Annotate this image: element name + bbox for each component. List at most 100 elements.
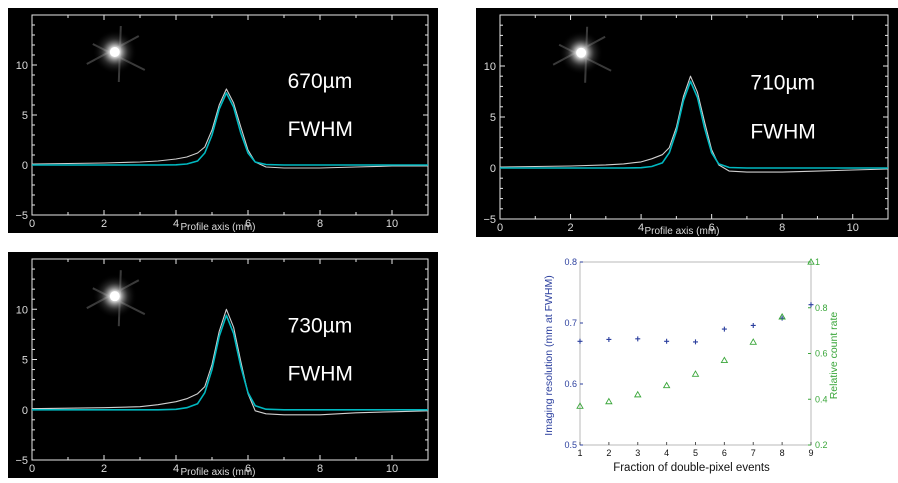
fwhm-value-label: 710µm (750, 71, 815, 94)
y2-tick-label: 0.6 (815, 349, 828, 359)
x-tick-label: 7 (751, 448, 756, 458)
y2-tick-label: 0.8 (815, 303, 828, 313)
fitted-gaussian-line (32, 92, 428, 166)
resolution-point (779, 315, 785, 321)
y-tick-label: 5 (22, 110, 28, 122)
plot-frame (31, 258, 429, 461)
count-rate-point (662, 381, 671, 389)
x-tick-label: 10 (847, 222, 859, 234)
y-tick-label: 0 (22, 160, 28, 172)
fwhm-value-label: 670µm (288, 70, 353, 93)
plot-frame (499, 14, 889, 220)
resolution-vs-double-pixel-chart: 1 2 3 4 5 6 7 8 9 0.5 0.6 0.7 0.8 0.2 0.4 0.6 0.8 1 Fracti… (538, 252, 898, 478)
tick-marks (31, 258, 429, 461)
x-tick-label: 6 (245, 463, 251, 475)
y-tick-label: −5 (15, 455, 28, 467)
plot-frame (579, 261, 812, 446)
y-tick-label: −5 (15, 210, 28, 222)
plot-frame (31, 14, 429, 216)
y-tick-label: 10 (16, 304, 28, 316)
resolution-point (750, 322, 756, 328)
y-tick-label: 0.7 (564, 318, 577, 328)
count-rate-point (576, 402, 584, 409)
resolution-point (693, 339, 698, 345)
y-tick-label: 10 (484, 61, 496, 73)
x-tick-label: 4 (638, 222, 644, 234)
y2-axis-title: Relative count rate (828, 312, 840, 400)
x-tick-label: 0 (497, 222, 503, 234)
y-tick-label: 5 (490, 112, 496, 124)
count-rate-point (691, 370, 700, 377)
scatter-plot-svg: 1 2 3 4 5 6 7 8 9 0.5 0.6 0.7 0.8 0.2 0.4 0.6 0.8 1 Fracti… (543, 257, 840, 474)
source-core (109, 291, 120, 302)
x-tick-label: 6 (245, 218, 251, 230)
resolution-point (635, 336, 641, 342)
x-tick-label: 1 (577, 448, 582, 458)
x-tick-label: 2 (101, 218, 107, 230)
resolution-point (577, 338, 583, 344)
x-axis-title: Profile axis (mm) (644, 226, 719, 237)
x-tick-label: 3 (635, 448, 640, 458)
resolution-point (606, 336, 612, 342)
x-tick-label: 4 (173, 218, 179, 230)
count-rate-point (720, 356, 729, 364)
x-tick-label: 10 (386, 463, 398, 475)
fitted-gaussian-line (32, 314, 428, 411)
point-source-image (552, 26, 612, 83)
measured-profile-line (499, 75, 889, 173)
x-tick-label: 8 (317, 218, 323, 230)
x-tick-label: 2 (606, 448, 611, 458)
x-tick-label: 2 (101, 463, 107, 475)
x-tick-label: 8 (779, 222, 785, 234)
x-tick-label: 10 (386, 218, 398, 230)
point-source-image (86, 25, 146, 83)
fwhm-value-label: 730µm (288, 314, 353, 337)
x-tick-label: 8 (317, 463, 323, 475)
profile-panel-710: 0 2 4 6 8 10 −5 0 5 10 Profile axis (mm) 710µm FWHM (476, 8, 898, 237)
x-tick-label: 2 (567, 222, 573, 234)
x-tick-label: 9 (808, 448, 813, 458)
x-tick-label: 4 (664, 448, 669, 458)
y-tick-label: −5 (483, 214, 496, 226)
measured-profile-line (31, 308, 429, 416)
tick-marks (31, 14, 429, 216)
y2-tick-label: 0.4 (815, 394, 828, 404)
measured-profile-line (31, 88, 428, 169)
count-rate-point (778, 312, 786, 320)
resolution-point (808, 302, 814, 308)
fwhm-label: FWHM (288, 118, 353, 141)
y2-tick-label: 0.2 (815, 440, 828, 450)
y-tick-label: 0 (22, 405, 28, 417)
x-tick-label: 6 (722, 448, 727, 458)
x-tick-label: 4 (173, 463, 179, 475)
x-tick-label: 8 (780, 448, 785, 458)
profile-panel-670: 0 2 4 6 8 10 −5 0 5 10 Profile axis (mm) 670µm FWHM (8, 8, 438, 233)
fitted-gaussian-line (500, 80, 888, 169)
x-tick-label: 6 (709, 222, 715, 234)
source-core (109, 47, 120, 57)
y-tick-label: 0.8 (564, 257, 577, 267)
profile-panel-730: 0 2 4 6 8 10 −5 0 5 10 Profile axis (mm) 730µm FWHM (8, 252, 438, 478)
tick-marks (499, 14, 889, 220)
y-tick-label: 5 (22, 355, 28, 367)
count-rate-point (633, 390, 642, 398)
source-core (576, 47, 587, 58)
x-tick-label: 5 (693, 448, 698, 458)
fwhm-label: FWHM (288, 363, 353, 386)
y-tick-label: 0.5 (564, 440, 577, 450)
x-tick-label: 0 (29, 463, 35, 475)
x-tick-label: 0 (29, 218, 35, 230)
x-axis-title: Fraction of double-pixel events (613, 462, 770, 474)
y-tick-label: 10 (16, 60, 28, 72)
resolution-point (664, 338, 670, 344)
y-axis-title: Imaging resolution (mm at FWHM) (543, 275, 555, 435)
x-axis-title: Profile axis (mm) (180, 467, 255, 478)
count-rate-point (807, 258, 815, 265)
y2-tick-label: 1 (815, 257, 820, 267)
resolution-point (721, 326, 727, 332)
y-tick-label: 0 (490, 163, 496, 175)
count-rate-point (749, 338, 758, 345)
